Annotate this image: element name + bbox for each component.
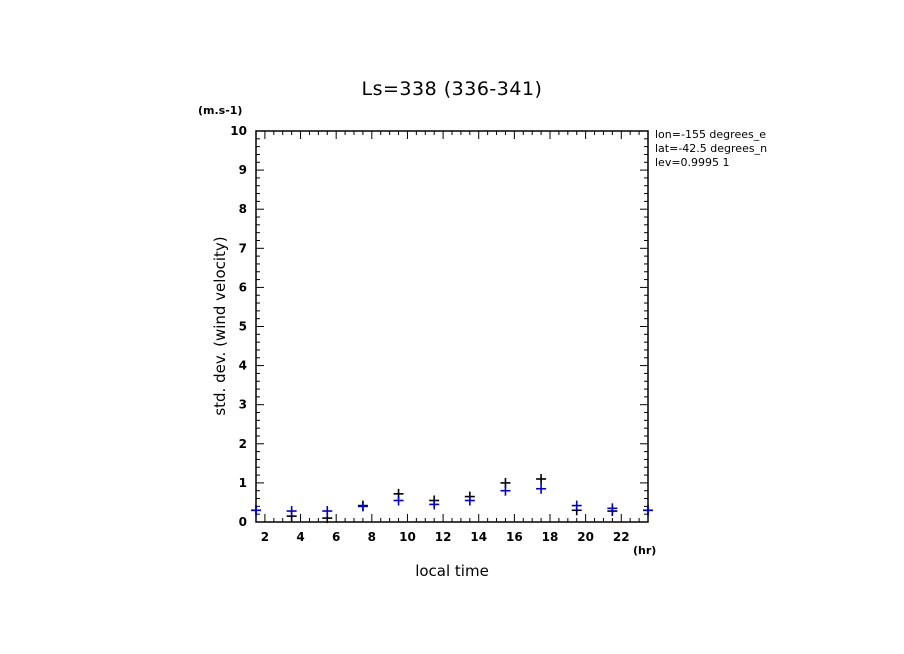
data-point-series-2 [607,503,618,514]
y-tick-label: 5 [239,320,247,334]
x-tick-label: 10 [399,530,416,544]
y-tick-label: 0 [239,515,247,529]
chart-title: Ls=338 (336-341) [361,78,543,100]
x-tick-label: 6 [332,530,340,544]
data-point-series-2 [500,485,511,496]
x-axis-label: local time [415,562,489,580]
info-level: lev=0.9995 1 [655,156,730,169]
data-point-series-2 [251,505,261,516]
x-tick-label: 16 [506,530,523,544]
x-tick-label: 18 [542,530,559,544]
y-tick-label: 1 [239,476,247,490]
data-point-series-2 [571,500,582,511]
x-tick-label: 20 [577,530,594,544]
y-tick-label: 2 [239,437,247,451]
plot-frame [255,130,649,523]
y-axis-unit: (m.s-1) [198,104,243,117]
data-point-series-2 [286,506,297,517]
x-tick-label: 2 [261,530,269,544]
data-point-series-2 [357,501,368,512]
x-tick-label: 14 [470,530,487,544]
info-longitude: lon=-155 degrees_e [655,128,766,141]
data-point-series-2 [536,483,547,494]
y-tick-label: 6 [239,280,247,294]
data-point-series-2 [322,506,333,517]
x-tick-label: 12 [435,530,452,544]
y-tick-label: 10 [230,124,247,138]
x-axis-unit: (hr) [633,544,657,557]
info-latitude: lat=-42.5 degrees_n [655,142,768,155]
data-point-series-2 [393,495,404,506]
x-tick-label: 22 [613,530,630,544]
data-point-series-2 [464,495,475,506]
data-point-series-1 [536,473,547,484]
x-tick-label: 4 [296,530,304,544]
y-tick-label: 9 [239,163,247,177]
y-tick-label: 3 [239,398,247,412]
data-point-series-2 [643,505,653,516]
y-tick-label: 7 [239,241,247,255]
y-tick-label: 8 [239,202,247,216]
x-tick-label: 8 [368,530,376,544]
y-tick-label: 4 [239,359,247,373]
data-point-series-2 [429,499,440,510]
